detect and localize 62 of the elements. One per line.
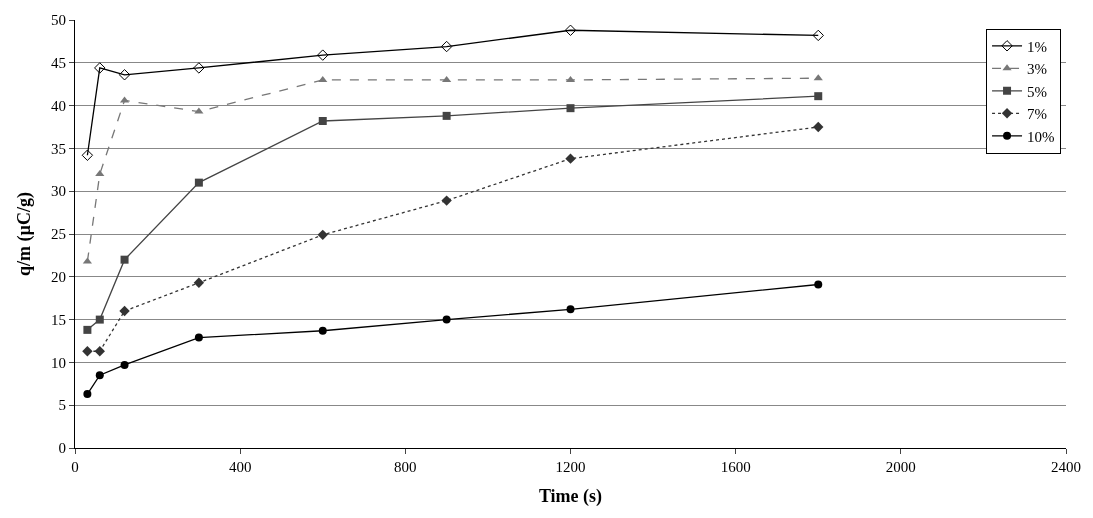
point xyxy=(318,326,327,335)
x-tick-label: 1600 xyxy=(720,459,751,475)
point xyxy=(95,315,104,324)
x-tick-label: 2000 xyxy=(885,459,916,475)
point xyxy=(317,49,329,61)
point xyxy=(565,153,576,164)
x-tick-label: 400 xyxy=(228,459,252,475)
x-tick-label: 2400 xyxy=(1051,459,1081,475)
y-tick-label: 30 xyxy=(51,183,66,200)
point xyxy=(94,62,106,74)
point xyxy=(440,40,453,53)
legend-label: 1% xyxy=(1027,38,1048,55)
point xyxy=(120,360,129,369)
x-tick-label: 0 xyxy=(71,459,79,475)
point xyxy=(193,277,205,288)
point xyxy=(83,325,92,334)
point xyxy=(94,346,105,357)
y-tick-label: 5 xyxy=(58,397,66,414)
point xyxy=(82,346,93,357)
x-axis-title: Time (s) xyxy=(538,486,603,508)
point xyxy=(120,255,129,264)
point xyxy=(813,121,824,133)
point xyxy=(193,62,205,74)
point xyxy=(564,24,577,36)
x-tick-label: 1200 xyxy=(555,459,586,475)
point xyxy=(194,178,203,187)
y-tick-label: 20 xyxy=(51,269,66,286)
point xyxy=(83,390,92,399)
y-axis-title: q/m (µC/g) xyxy=(14,192,36,276)
legend-label: 3% xyxy=(1027,61,1048,78)
point xyxy=(442,75,452,82)
point xyxy=(814,92,823,101)
point xyxy=(442,315,451,324)
point xyxy=(442,111,451,120)
point xyxy=(814,280,823,289)
point xyxy=(318,117,327,126)
point xyxy=(95,170,105,177)
point xyxy=(95,371,104,380)
point xyxy=(119,305,130,317)
point xyxy=(566,104,575,113)
legend-label: 7% xyxy=(1027,106,1048,123)
point xyxy=(194,107,204,114)
point xyxy=(441,195,452,206)
point xyxy=(813,74,823,81)
point xyxy=(317,229,328,241)
point xyxy=(118,69,131,81)
point xyxy=(812,29,824,42)
legend-label: 5% xyxy=(1027,83,1048,100)
x-tick-label: 800 xyxy=(394,459,417,475)
point xyxy=(318,75,328,82)
point xyxy=(566,305,575,314)
y-tick-label: 50 xyxy=(51,12,66,29)
point xyxy=(194,333,203,342)
y-tick-label: 10 xyxy=(51,354,66,371)
y-tick-label: 15 xyxy=(51,311,66,328)
y-tick-label: 35 xyxy=(51,140,66,157)
y-tick-label: 40 xyxy=(51,97,66,114)
y-tick-label: 25 xyxy=(51,226,66,243)
y-tick-label: 45 xyxy=(51,55,66,72)
y-tick-label: 0 xyxy=(58,440,66,457)
legend-label: 10% xyxy=(1027,128,1055,145)
point xyxy=(81,149,94,161)
